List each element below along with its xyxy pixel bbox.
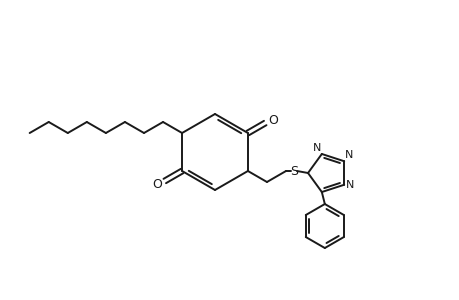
Text: O: O <box>268 113 278 127</box>
Text: N: N <box>345 180 353 190</box>
Text: O: O <box>151 178 162 190</box>
Text: N: N <box>312 143 320 153</box>
Text: S: S <box>289 164 297 178</box>
Text: N: N <box>344 150 353 160</box>
